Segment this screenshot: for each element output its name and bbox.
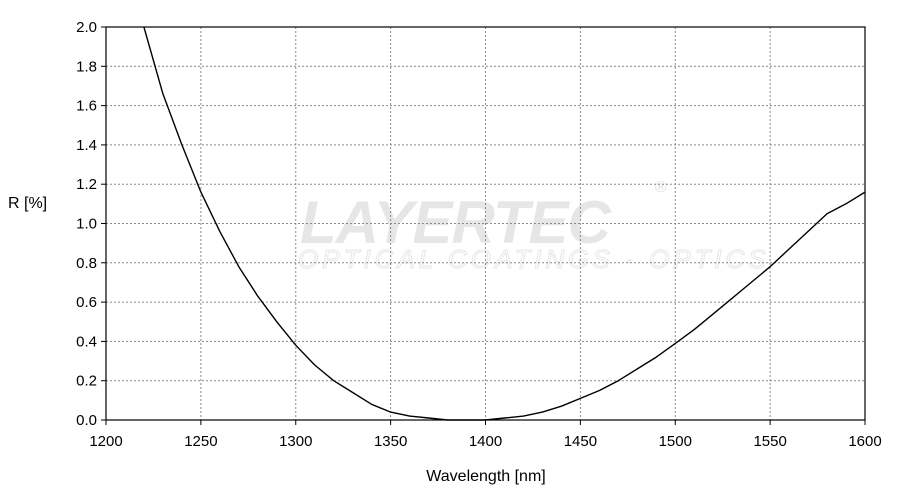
y-tick-label: 1.4 xyxy=(76,137,97,154)
y-axis-label: R [%] xyxy=(8,195,47,212)
watermark-tagline: OPTICAL COATINGS · OPTICS xyxy=(298,244,770,274)
y-tick-label: 1.6 xyxy=(76,98,97,115)
x-tick-label: 1550 xyxy=(753,433,786,450)
y-tick-label: 0.8 xyxy=(76,255,97,272)
y-tick-label: 1.8 xyxy=(76,58,97,75)
x-tick-label: 1250 xyxy=(184,433,217,450)
x-axis-label: Wavelength [nm] xyxy=(426,468,545,485)
grid-lines xyxy=(106,27,865,420)
watermark-brand: LAYERTEC xyxy=(300,189,612,256)
x-tick-label: 1200 xyxy=(89,433,122,450)
y-tick-label: 0.6 xyxy=(76,294,97,311)
y-tick-label: 2.0 xyxy=(76,19,97,36)
x-tick-label: 1500 xyxy=(659,433,692,450)
watermark-logo: LAYERTEC ® OPTICAL COATINGS · OPTICS xyxy=(298,179,770,275)
reflectance-curve xyxy=(143,26,866,421)
y-tick-label: 1.2 xyxy=(76,176,97,193)
x-tick-label: 1300 xyxy=(279,433,312,450)
y-tick-label: 1.0 xyxy=(76,216,97,233)
y-tick-label: 0.2 xyxy=(76,373,97,390)
x-tick-label: 1450 xyxy=(564,433,597,450)
watermark-registered: ® xyxy=(655,179,667,196)
x-tick-label: 1400 xyxy=(469,433,502,450)
x-tick-label: 1350 xyxy=(374,433,407,450)
y-tick-label: 0.0 xyxy=(76,412,97,429)
data-series xyxy=(143,26,866,421)
x-tick-label: 1600 xyxy=(848,433,881,450)
x-tick-labels: 1200 1250 1300 1350 1400 1450 1500 1550 1600 xyxy=(89,433,881,450)
y-tick-labels: 0.0 0.2 0.4 0.6 0.8 1.0 1.2 1.4 1.6 1.8 2.0 xyxy=(76,19,97,429)
y-tick-label: 0.4 xyxy=(76,333,97,350)
